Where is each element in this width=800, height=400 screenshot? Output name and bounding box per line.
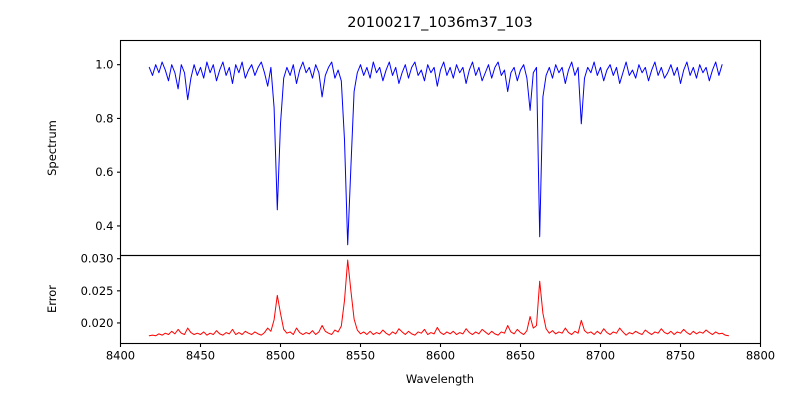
x-tick-label: 8750 bbox=[666, 349, 695, 363]
spectrum-y-tick-label: 0.4 bbox=[95, 219, 113, 233]
page-title: 20100217_1036m37_103 bbox=[347, 15, 532, 31]
x-tick-label: 8700 bbox=[586, 349, 615, 363]
error-panel: 0.020 0.025 0.030 8400 8450 8500 8550 8600 8650… bbox=[45, 252, 775, 386]
error-y-tick-label: 0.030 bbox=[81, 252, 114, 266]
x-tick-label: 8600 bbox=[426, 349, 455, 363]
spectrum-y-tick-label: 0.8 bbox=[95, 111, 113, 125]
x-tick-label: 8450 bbox=[186, 349, 215, 363]
error-y-tick-label: 0.020 bbox=[81, 316, 114, 330]
error-y-ticks: 0.020 0.025 0.030 bbox=[81, 252, 121, 330]
spectrum-y-axis-label: Spectrum bbox=[45, 120, 59, 176]
spectrum-y-tick-label: 0.6 bbox=[95, 165, 113, 179]
spectrum-y-tick-label: 1.0 bbox=[95, 58, 113, 72]
x-tick-label: 8800 bbox=[746, 349, 775, 363]
spectrum-y-ticks: 0.4 0.6 0.8 1.0 bbox=[95, 58, 121, 233]
spectrum-line-series bbox=[148, 61, 723, 246]
x-tick-label: 8500 bbox=[266, 349, 295, 363]
error-x-ticks: 8400 8450 8500 8550 8600 8650 8700 8750 8800 bbox=[106, 343, 775, 363]
x-tick-label: 8650 bbox=[506, 349, 535, 363]
x-axis-label: Wavelength bbox=[406, 372, 474, 386]
x-tick-label: 8400 bbox=[106, 349, 135, 363]
error-y-axis-label: Error bbox=[45, 285, 59, 313]
x-tick-label: 8550 bbox=[346, 349, 375, 363]
error-y-tick-label: 0.025 bbox=[81, 284, 114, 298]
error-line-series bbox=[148, 259, 729, 337]
